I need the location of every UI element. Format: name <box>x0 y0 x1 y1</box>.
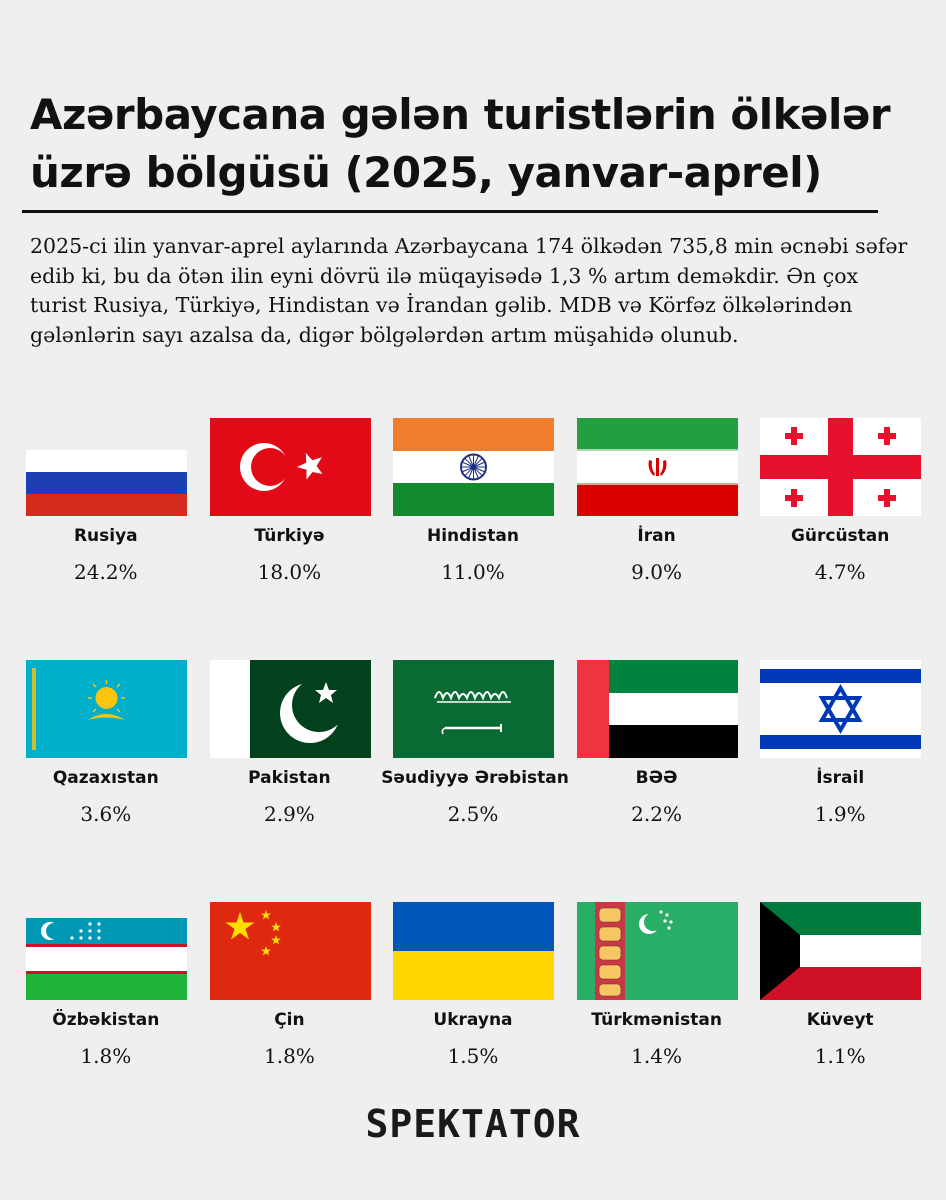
country-share: 2.2% <box>631 802 682 826</box>
spektator-logo: SPEKTATOR <box>365 1102 581 1146</box>
country-grid: Rusiya 24.2% Türkiyə 18.0% <box>14 418 932 1144</box>
description: 2025-ci ilin yanvar-aprel aylarında Azər… <box>30 234 908 347</box>
turkey-flag-icon <box>209 418 371 516</box>
country-card: Özbəkistan 1.8% <box>14 902 198 1144</box>
iran-flag-icon <box>576 418 738 516</box>
country-share: 18.0% <box>257 560 322 584</box>
kuwait-flag-icon <box>760 902 922 1000</box>
country-card: Pakistan 2.9% <box>198 660 382 902</box>
country-share: 4.7% <box>814 560 866 584</box>
kazakhstan-flag-icon <box>26 660 187 758</box>
country-share: 1.8% <box>263 1044 315 1068</box>
pakistan-flag-icon <box>209 660 371 758</box>
country-share: 1.8% <box>80 1044 132 1068</box>
country-name: Rusiya <box>73 526 138 546</box>
israel-flag-icon <box>760 660 922 758</box>
country-name: Qazaxıstan <box>52 768 159 788</box>
country-name: Küveyt <box>806 1010 874 1030</box>
country-name: Gürcüstan <box>790 526 890 546</box>
country-share: 24.2% <box>74 560 138 584</box>
saudi-arabia-flag-icon <box>393 660 555 758</box>
country-name: Pakistan <box>248 768 331 788</box>
country-share: 1.9% <box>814 802 866 826</box>
uae-flag-icon <box>576 660 738 758</box>
country-share: 1.1% <box>814 1044 866 1068</box>
country-share: 2.9% <box>263 802 315 826</box>
country-share: 11.0% <box>441 560 505 584</box>
country-card: Rusiya 24.2% <box>14 418 198 660</box>
ukraine-flag-icon <box>393 902 555 1000</box>
turkmenistan-flag-icon <box>576 902 738 1000</box>
country-share: 1.4% <box>631 1044 682 1068</box>
country-card: Küveyt 1.1% <box>748 902 932 1144</box>
country-name: Səudiyyə Ərəbistan <box>381 768 569 788</box>
country-name: Çin <box>274 1010 305 1030</box>
country-card: BƏƏ 2.2% <box>565 660 749 902</box>
country-card: Səudiyyə Ərəbistan 2.5% <box>381 660 569 902</box>
country-name: Özbəkistan <box>52 1010 160 1030</box>
country-name: İsrail <box>816 768 865 788</box>
russia-flag-icon <box>26 450 187 516</box>
country-card: Qazaxıstan 3.6% <box>14 660 198 902</box>
country-share: 1.5% <box>447 1044 499 1068</box>
country-card: İran 9.0% <box>565 418 749 660</box>
country-card: Çin 1.8% <box>198 902 382 1144</box>
india-flag-icon <box>393 418 555 516</box>
page-title: Azərbaycana gələn turistlərin ölkələr üz… <box>30 90 891 197</box>
country-name: Türkiyə <box>254 526 325 546</box>
country-share: 9.0% <box>631 560 682 584</box>
country-name: BƏƏ <box>635 768 678 788</box>
country-card: Ukrayna 1.5% <box>381 902 565 1144</box>
country-card: Türkiyə 18.0% <box>198 418 382 660</box>
country-card: Gürcüstan 4.7% <box>748 418 932 660</box>
country-name: Hindistan <box>426 526 519 546</box>
uzbekistan-flag-icon <box>26 918 187 1000</box>
country-share: 2.5% <box>447 802 499 826</box>
title-divider <box>22 210 878 213</box>
country-name: Türkmənistan <box>591 1010 722 1030</box>
country-card: Hindistan 11.0% <box>381 418 565 660</box>
country-card: Türkmənistan 1.4% <box>565 902 749 1144</box>
country-name: İran <box>637 526 676 546</box>
country-name: Ukrayna <box>433 1010 513 1030</box>
country-card: İsrail 1.9% <box>748 660 932 902</box>
georgia-flag-icon <box>760 418 922 516</box>
china-flag-icon <box>209 902 371 1000</box>
country-share: 3.6% <box>80 802 132 826</box>
